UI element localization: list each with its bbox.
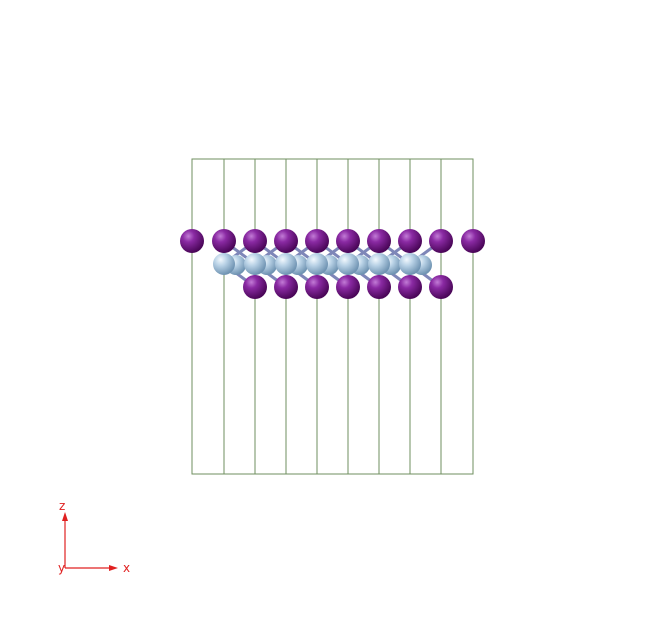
x-axis-label: x bbox=[123, 561, 130, 575]
iodine-atom bbox=[367, 229, 391, 253]
metal-atom bbox=[368, 253, 390, 275]
iodine-atom bbox=[180, 229, 204, 253]
metal-atom bbox=[244, 253, 266, 275]
iodine-atom bbox=[367, 275, 391, 299]
z-axis-arrowhead bbox=[62, 512, 68, 521]
unit-cell-frame bbox=[191, 158, 474, 475]
iodine-atom bbox=[274, 229, 298, 253]
iodine-atom bbox=[429, 275, 453, 299]
metal-atom bbox=[399, 253, 421, 275]
x-axis-arrowhead bbox=[109, 565, 118, 571]
iodine-atom bbox=[336, 229, 360, 253]
y-axis-label: y bbox=[58, 561, 65, 575]
iodine-atom bbox=[398, 275, 422, 299]
iodine-atom bbox=[398, 229, 422, 253]
iodine-atom bbox=[243, 275, 267, 299]
iodine-atom bbox=[212, 229, 236, 253]
metal-atom bbox=[275, 253, 297, 275]
iodine-atom bbox=[429, 229, 453, 253]
axis-triad: z x y bbox=[58, 499, 130, 575]
metal-atom bbox=[213, 253, 235, 275]
metal-atom bbox=[306, 253, 328, 275]
cell-outline bbox=[191, 158, 474, 475]
z-axis-label: z bbox=[59, 499, 65, 513]
atom-layer-upper bbox=[180, 229, 485, 253]
metal-atom bbox=[337, 253, 359, 275]
iodine-atom bbox=[336, 275, 360, 299]
iodine-atom bbox=[305, 275, 329, 299]
iodine-atom bbox=[274, 275, 298, 299]
iodine-atom bbox=[243, 229, 267, 253]
iodine-atom bbox=[461, 229, 485, 253]
atom-layer-lower bbox=[243, 275, 453, 299]
atom-layer-metal bbox=[213, 253, 432, 275]
iodine-atom bbox=[305, 229, 329, 253]
